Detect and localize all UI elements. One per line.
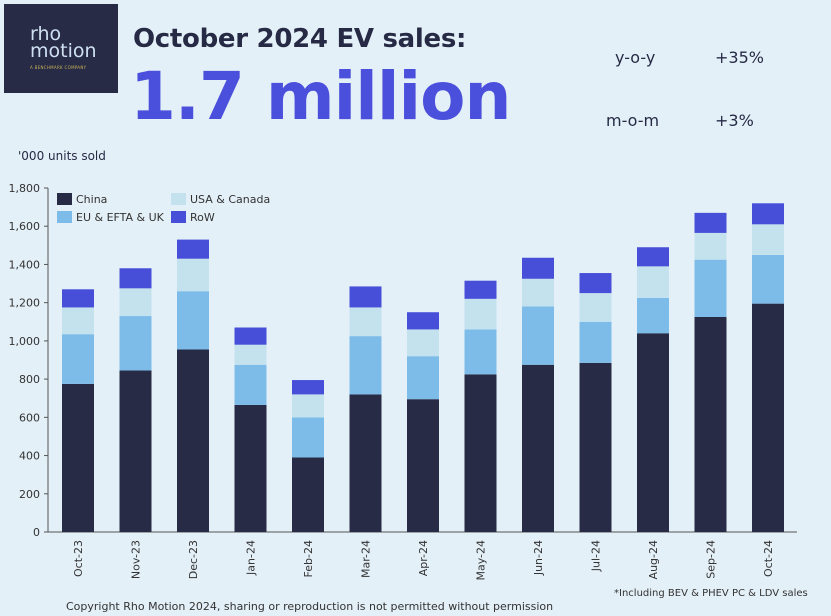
bar-usa-canada-jul-24 [579,293,612,322]
bar-china-jun-24 [522,364,554,532]
bar-usa-canada-nov-23 [119,288,152,317]
x-tick-label: Jun-24 [532,540,545,576]
bar-eu-efta-uk-oct-23 [62,334,94,384]
y-tick-label: 0 [33,526,40,539]
bar-usa-canada-apr-24 [407,329,439,357]
bar-china-aug-24 [637,333,669,532]
bar-eu-efta-uk-jul-24 [579,321,612,363]
kpi-mom-label: m-o-m [606,111,660,130]
copyright: Copyright Rho Motion 2024, sharing or re… [66,600,554,613]
legend-swatch [171,193,186,205]
bar-usa-canada-oct-24 [752,224,784,255]
bar-china-jan-24 [234,404,267,532]
y-tick-label: 200 [19,488,40,501]
bar-row-dec-23 [177,239,209,259]
x-tick-label: Jul-24 [590,540,603,572]
kpi-mom-value: +3% [715,111,754,130]
x-tick-label: Apr-24 [417,540,430,576]
y-tick-label: 1,000 [9,335,41,348]
bar-row-feb-24 [292,380,324,395]
bar-row-oct-23 [62,289,94,308]
bar-row-aug-24 [637,247,669,267]
bar-eu-efta-uk-mar-24 [349,336,382,395]
logo-text: rho motion [30,23,97,62]
y-tick-label: 800 [19,373,40,386]
x-tick-label: Jan-24 [245,540,258,576]
bar-eu-efta-uk-aug-24 [637,297,669,334]
bar-usa-canada-feb-24 [292,394,324,418]
bar-eu-efta-uk-feb-24 [292,417,324,458]
bar-eu-efta-uk-jan-24 [234,364,267,405]
bar-row-jun-24 [522,257,554,279]
bar-usa-canada-jan-24 [234,344,267,365]
x-tick-label: Dec-23 [187,540,200,579]
x-tick-label: Nov-23 [130,540,143,579]
page-title: October 2024 EV sales: [133,24,467,54]
bar-eu-efta-uk-dec-23 [177,291,209,350]
x-tick-label: Aug-24 [647,540,660,579]
bar-usa-canada-oct-23 [62,307,94,335]
x-tick-label: Oct-23 [72,540,85,577]
bar-row-sep-24 [694,212,727,233]
bar-china-may-24 [464,374,497,532]
legend-swatch [57,193,72,205]
y-tick-label: 1,400 [9,258,41,271]
bar-row-may-24 [464,280,497,299]
bar-china-jul-24 [579,362,612,532]
bar-eu-efta-uk-sep-24 [694,259,727,317]
bar-usa-canada-dec-23 [177,258,209,292]
footnote: *Including BEV & PHEV PC & LDV sales [614,588,808,599]
kpi-yoy-value: +35% [715,48,764,67]
bar-china-oct-23 [62,383,94,532]
x-tick-label: Oct-24 [762,540,775,577]
x-tick-label: May-24 [475,540,488,581]
bar-china-mar-24 [349,394,382,532]
y-tick-label: 400 [19,450,40,463]
bar-usa-canada-jun-24 [522,278,554,307]
bar-china-nov-23 [119,370,152,532]
bar-usa-canada-aug-24 [637,266,669,298]
bar-usa-canada-may-24 [464,298,497,330]
headline-figure: 1.7 million [130,58,511,135]
legend-swatch [171,211,186,223]
legend-label: EU & EFTA & UK [76,211,165,224]
bar-eu-efta-uk-may-24 [464,329,497,375]
bar-usa-canada-sep-24 [694,232,727,260]
legend-label: China [76,193,107,206]
bar-china-oct-24 [752,303,784,532]
kpi-yoy-label: y-o-y [615,48,656,67]
bar-eu-efta-uk-jun-24 [522,306,554,365]
bar-eu-efta-uk-apr-24 [407,356,439,400]
logo-tagline: A BENCHMARK COMPANY [30,65,87,70]
legend-label: USA & Canada [190,193,270,206]
bar-row-mar-24 [349,286,382,308]
x-tick-label: Feb-24 [302,540,315,577]
y-tick-label: 1,600 [9,220,41,233]
x-tick-label: Sep-24 [705,540,718,579]
bar-china-feb-24 [292,457,324,532]
y-tick-label: 1,200 [9,297,41,310]
y-tick-label: 600 [19,411,40,424]
bar-row-jan-24 [234,327,267,345]
bar-eu-efta-uk-oct-24 [752,254,784,304]
y-axis-label: '000 units sold [18,149,106,163]
x-tick-label: Mar-24 [360,540,373,578]
y-tick-label: 1,800 [9,182,41,195]
bar-usa-canada-mar-24 [349,307,382,337]
bar-eu-efta-uk-nov-23 [119,316,152,371]
bar-row-oct-24 [752,203,784,225]
bar-china-apr-24 [407,399,439,532]
bar-row-jul-24 [579,273,612,294]
legend-label: RoW [190,211,215,224]
bar-china-sep-24 [694,317,727,532]
rho-motion-logo: rho motion A BENCHMARK COMPANY [4,4,118,93]
bar-china-dec-23 [177,349,209,532]
bar-row-apr-24 [407,312,439,330]
legend-swatch [57,211,72,223]
bar-row-nov-23 [119,268,152,289]
